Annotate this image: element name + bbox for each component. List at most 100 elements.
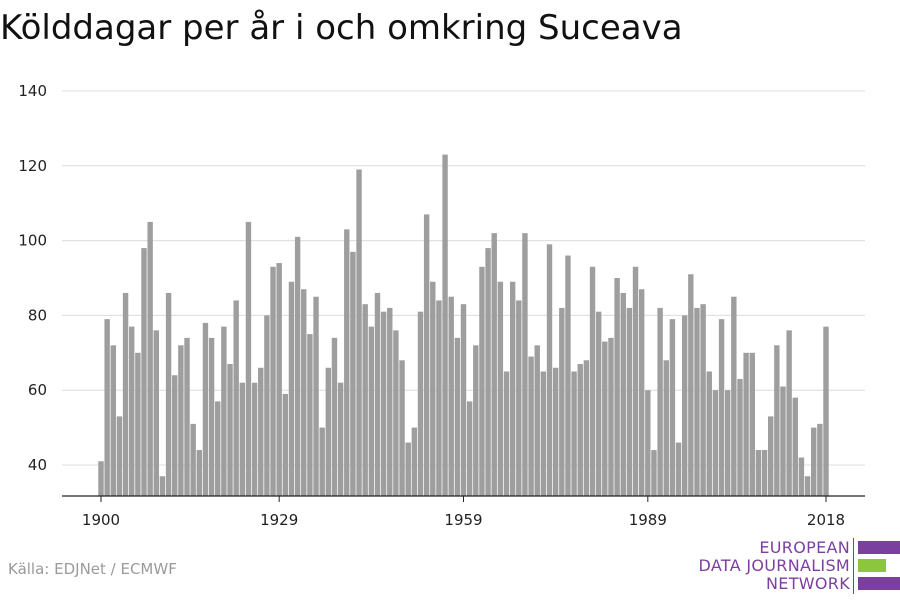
bar-1906 (135, 352, 141, 496)
y-tick-label: 80 (28, 306, 47, 324)
bar-1928 (270, 266, 276, 496)
x-tick-label: 1900 (82, 511, 120, 529)
x-tick-label: 1989 (629, 511, 667, 529)
bar-1972 (540, 371, 547, 496)
bar-2007 (755, 450, 762, 496)
x-tick-label: 1959 (444, 511, 482, 529)
bar-1914 (184, 337, 190, 496)
bar-1989 (645, 390, 651, 496)
bar-1926 (258, 367, 264, 496)
logo-line-1: EUROPEAN (759, 538, 850, 557)
bar-1924 (245, 221, 252, 496)
bar-1955 (436, 300, 442, 496)
bar-1992 (663, 360, 669, 496)
bar-1938 (331, 337, 338, 496)
bar-1979 (583, 360, 590, 496)
x-tick-label: 2018 (807, 511, 845, 529)
bar-1967 (509, 281, 516, 496)
bar-1978 (577, 364, 583, 496)
bar-1919 (215, 401, 221, 496)
bar-2016 (811, 427, 817, 496)
bar-1987 (632, 266, 639, 496)
bar-1911 (165, 292, 172, 496)
bar-1942 (356, 169, 362, 497)
bar-1958 (454, 337, 461, 496)
bar-1993 (669, 319, 676, 496)
bar-1932 (294, 236, 301, 497)
bar-1984 (614, 278, 620, 496)
bar-1960 (466, 401, 473, 496)
bar-1904 (122, 292, 129, 496)
y-tick-label: 140 (18, 82, 47, 100)
bar-1935 (313, 296, 319, 496)
bar-1990 (651, 450, 657, 496)
bar-1944 (368, 326, 375, 496)
bar-1964 (491, 233, 497, 496)
bar-1982 (602, 341, 608, 496)
bar-1913 (178, 345, 184, 496)
bar-1999 (706, 371, 712, 496)
bar-1957 (448, 296, 454, 496)
bar-1949 (399, 360, 405, 496)
logo-bar-2 (858, 559, 886, 572)
bar-2006 (749, 352, 755, 496)
y-tick-label: 60 (28, 381, 47, 399)
y-tick-label: 100 (18, 232, 47, 250)
bar-1970 (528, 356, 534, 496)
bar-1975 (559, 307, 565, 496)
bar-1902 (110, 345, 116, 496)
bar-1940 (344, 229, 350, 496)
bar-1948 (393, 330, 399, 496)
bar-2013 (792, 397, 798, 496)
bar-1901 (104, 319, 110, 496)
bar-1900 (98, 461, 104, 496)
bar-1965 (497, 281, 504, 496)
bar-1910 (159, 476, 166, 496)
bar-1952 (417, 311, 424, 496)
bar-1936 (319, 427, 325, 496)
bar-1947 (387, 307, 393, 496)
bar-1969 (522, 233, 528, 496)
bar-1998 (700, 304, 706, 496)
bar-1929 (276, 263, 282, 496)
bar-1921 (227, 364, 233, 496)
bar-1912 (172, 375, 178, 496)
bar-2009 (768, 416, 774, 496)
logo-divider (853, 538, 854, 594)
bar-2002 (724, 390, 731, 496)
bar-2018 (823, 326, 829, 496)
bar-1997 (694, 307, 700, 496)
bar-1963 (485, 248, 491, 496)
chart-title: Kölddagar per år i och omkring Suceava (0, 8, 683, 48)
source-note: Källa: EDJNet / ECMWF (8, 560, 177, 578)
bar-2010 (774, 345, 780, 496)
bar-2011 (780, 386, 786, 496)
bar-1950 (405, 442, 411, 496)
bar-2014 (798, 457, 805, 496)
y-tick-label: 120 (18, 157, 47, 175)
bar-1996 (688, 274, 694, 496)
bar-1974 (552, 367, 559, 496)
bar-1905 (129, 326, 135, 496)
bar-1961 (473, 345, 479, 496)
bar-1946 (380, 311, 387, 496)
logo-line-2: DATA JOURNALISM (698, 556, 850, 575)
bar-1977 (571, 371, 577, 496)
edjnet-logo: EUROPEAN DATA JOURNALISM NETWORK (690, 538, 900, 594)
bar-1941 (350, 251, 356, 496)
bar-1930 (282, 393, 289, 496)
bar-1917 (202, 322, 209, 496)
bar-1916 (196, 450, 203, 496)
bar-1953 (423, 214, 430, 497)
bar-1934 (307, 334, 313, 496)
y-axis: 40 60 80 100 120 140 (18, 82, 47, 474)
bar-1908 (147, 221, 153, 496)
bar-1951 (411, 427, 418, 496)
y-tick-label: 40 (28, 456, 47, 474)
bar-1981 (595, 311, 602, 496)
bar-1925 (251, 382, 258, 496)
bar-1937 (325, 367, 332, 496)
bar-1968 (516, 300, 522, 496)
bar-1903 (116, 416, 123, 496)
bar-2017 (817, 423, 823, 496)
